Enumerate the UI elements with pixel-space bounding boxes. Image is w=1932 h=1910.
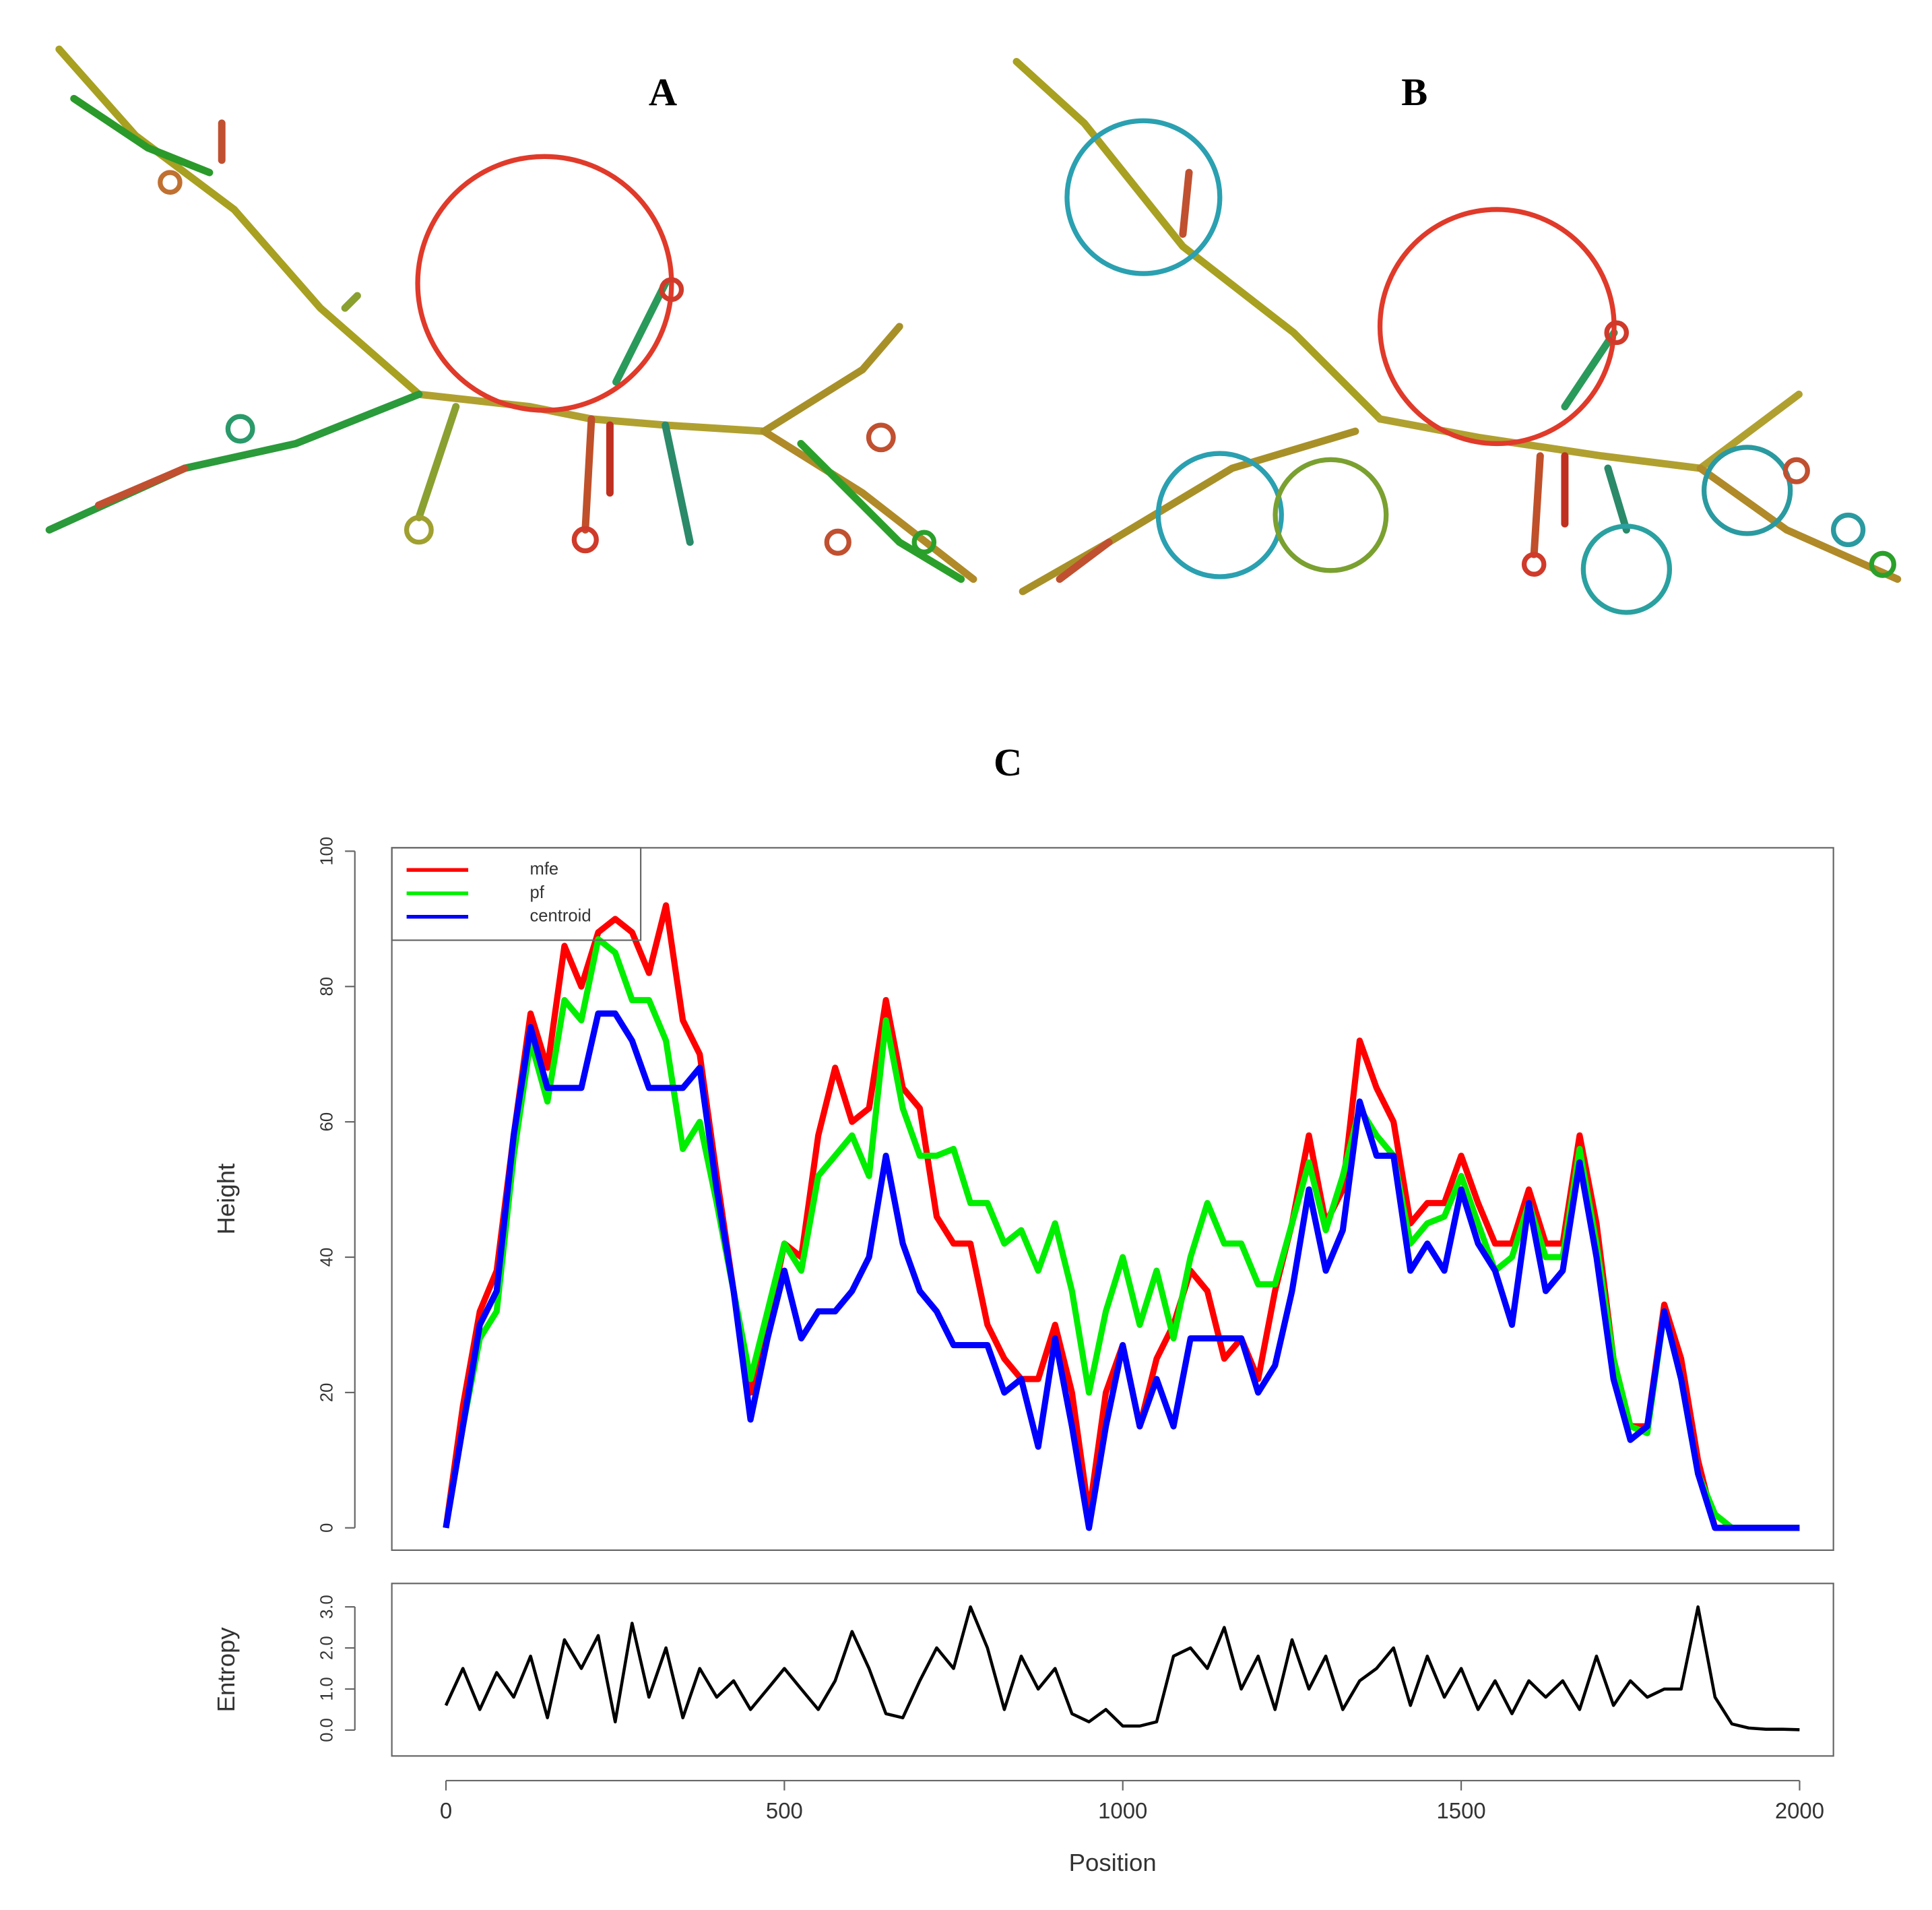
legend-box [391, 847, 642, 941]
y-tick-label: 60 [317, 1112, 336, 1131]
panel-label: A [649, 70, 677, 114]
y-tick-label: 80 [317, 977, 336, 996]
plot-frame [391, 1583, 1834, 1757]
y-tick-label: 20 [317, 1383, 336, 1402]
rna-structure-a [45, 45, 977, 583]
series-line [443, 936, 1800, 1531]
y-tick-label: 3.0 [317, 1595, 336, 1619]
x-axis-label: Position [1069, 1849, 1157, 1876]
y-axis-label: Height [212, 1164, 240, 1235]
x-tick-label: 500 [766, 1798, 803, 1823]
y-tick-label: 1.0 [317, 1677, 336, 1701]
legend-label: mfe [530, 860, 559, 879]
x-tick-label: 2000 [1775, 1798, 1824, 1823]
panel-label: B [1401, 70, 1427, 114]
y-tick-label: 0.0 [317, 1718, 336, 1742]
x-tick-label: 0 [440, 1798, 452, 1823]
legend-label: centroid [530, 907, 591, 926]
entropy-line [444, 1605, 1800, 1731]
x-tick-label: 1500 [1436, 1798, 1485, 1823]
y-tick-label: 2.0 [317, 1636, 336, 1660]
y-tick-label: 40 [317, 1248, 336, 1267]
series-line [443, 1010, 1800, 1531]
legend-label: pf [530, 883, 545, 902]
rna-structure-b [1012, 57, 1902, 615]
panel-label: C [994, 740, 1022, 784]
x-tick-label: 1000 [1098, 1798, 1147, 1823]
y-axis-label: Entropy [212, 1627, 240, 1713]
y-tick-label: 100 [317, 837, 336, 866]
y-tick-label: 0 [317, 1523, 336, 1533]
plot-frame [391, 847, 1834, 1552]
